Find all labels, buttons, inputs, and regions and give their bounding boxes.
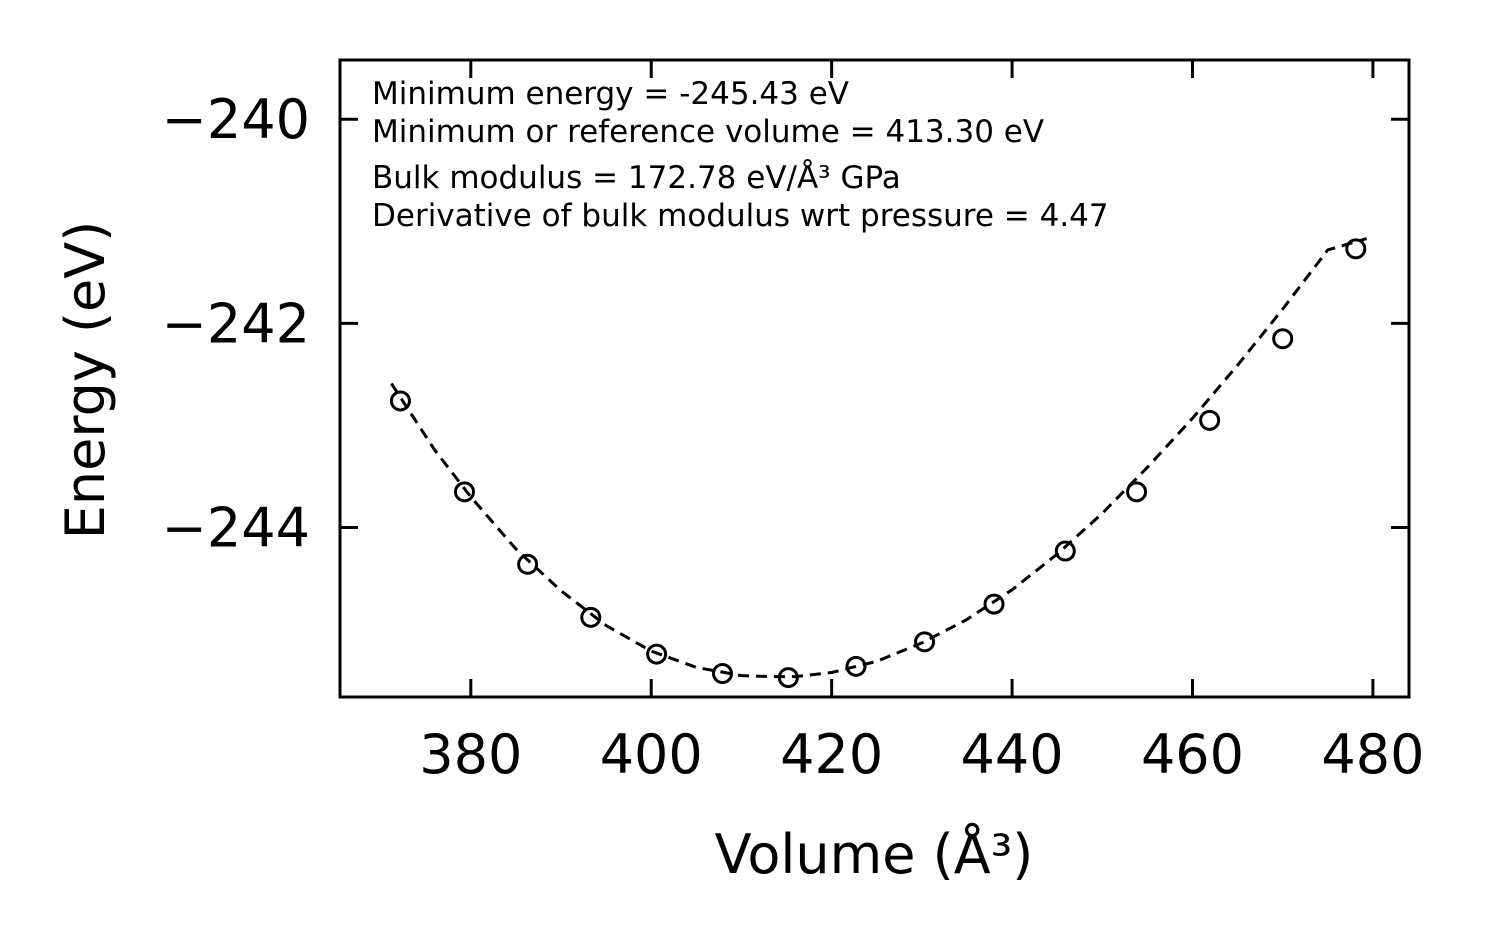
data-point <box>1054 540 1076 562</box>
y-tick-label: −244 <box>162 497 310 560</box>
annotation-min-volume: Minimum or reference volume = 413.30 eV <box>372 114 1044 150</box>
data-point <box>914 631 936 653</box>
fit-curve <box>390 237 1368 679</box>
x-tick-label: 380 <box>419 723 522 786</box>
y-tick-label: −242 <box>162 292 310 355</box>
data-point <box>453 481 475 503</box>
y-axis-label: Energy (eV) <box>54 221 117 540</box>
data-point <box>1199 409 1221 431</box>
data-point <box>1272 328 1294 350</box>
data-point <box>517 553 539 575</box>
data-points-layer <box>389 238 1367 689</box>
x-tick-label: 420 <box>780 723 883 786</box>
x-tick-label: 440 <box>961 723 1064 786</box>
x-axis-label: Volume (Å³) <box>715 822 1034 886</box>
data-point <box>646 643 668 665</box>
x-tick-label: 480 <box>1321 723 1424 786</box>
data-point <box>1126 481 1148 503</box>
data-point <box>389 390 411 412</box>
fit-curve-layer <box>390 237 1368 679</box>
data-point <box>580 606 602 628</box>
data-point <box>777 667 799 689</box>
annotations: Minimum energy = -245.43 eV Minimum or r… <box>372 76 1109 234</box>
data-point <box>1345 238 1367 260</box>
data-point <box>711 663 733 685</box>
annotation-min-energy: Minimum energy = -245.43 eV <box>372 76 849 112</box>
plot-area <box>338 58 1411 699</box>
x-tick-label: 400 <box>600 723 703 786</box>
x-tick-label: 460 <box>1141 723 1244 786</box>
ticks-layer: 380 400 420 440 460 480 −240 −242 −244 <box>162 60 1424 786</box>
plot-frame <box>338 58 1411 699</box>
data-point <box>983 593 1005 615</box>
data-point <box>845 655 867 677</box>
y-tick-label: −240 <box>162 88 310 151</box>
annotation-bulk-derivative: Derivative of bulk modulus wrt pressure … <box>372 198 1109 234</box>
annotation-bulk-modulus: Bulk modulus = 172.78 eV/Å³ GPa <box>372 160 901 196</box>
